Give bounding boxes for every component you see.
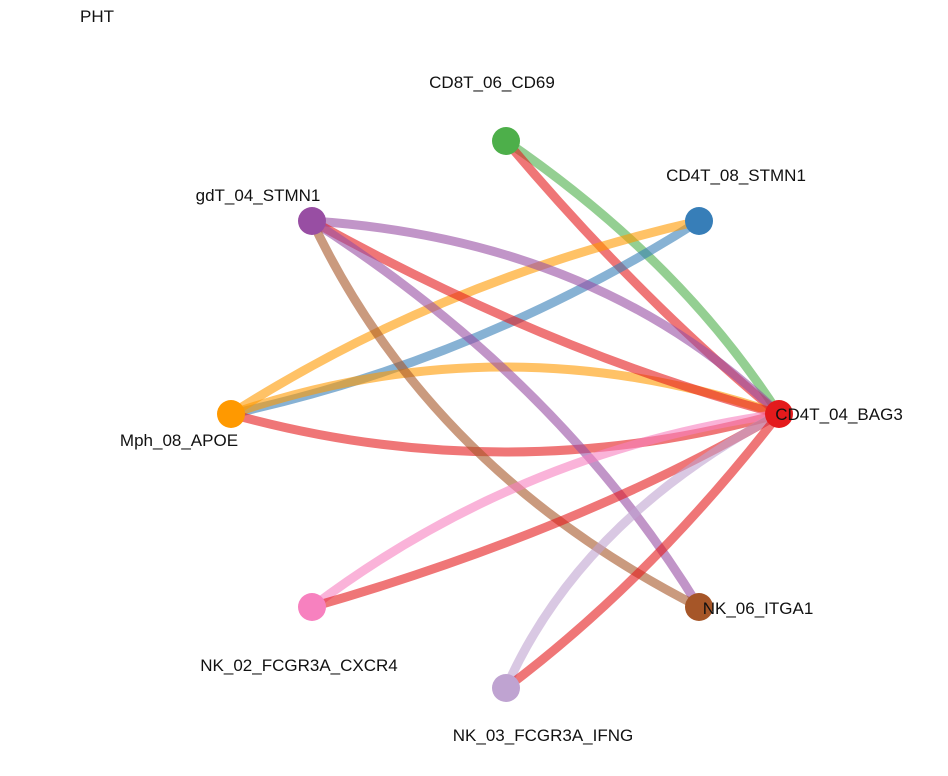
node-label-nk-02-fcgr3a-cxcr4: NK_02_FCGR3A_CXCR4: [200, 656, 397, 675]
node-label-cd4t-04-bag3: CD4T_04_BAG3: [775, 405, 903, 424]
node-cd4t-08-stmn1: [685, 207, 713, 235]
edge-gdt-04-stmn1-to-nk-06-itga1: [309, 217, 703, 610]
node-cd4t-04-bag3: [765, 400, 793, 428]
edge-nk-02-fcgr3a-cxcr4-to-cd4t-04-bag3: [309, 409, 780, 611]
edge-layer: [228, 137, 783, 692]
edge-cd4t-04-bag3-to-gdt-04-stmn1: [309, 217, 781, 419]
edge-gdt-04-stmn1-to-cd4t-04-bag3: [311, 216, 783, 418]
node-gdt-04-stmn1: [298, 207, 326, 235]
node-label-cd8t-06-cd69: CD8T_06_CD69: [429, 73, 555, 92]
node-cd8t-06-cd69: [492, 127, 520, 155]
node-nk-03-fcgr3a-ifng: [492, 674, 520, 702]
node-label-nk-03-fcgr3a-ifng: NK_03_FCGR3A_IFNG: [453, 726, 633, 745]
node-layer: [217, 127, 793, 702]
edge-cd4t-04-bag3-to-nk-03-fcgr3a-ifng: [503, 411, 783, 692]
edge-cd4t-04-bag3-to-mph-08-apoe: [229, 409, 781, 457]
edge-cd4t-08-stmn1-to-mph-08-apoe: [230, 217, 702, 419]
node-nk-02-fcgr3a-cxcr4: [298, 593, 326, 621]
edge-mph-08-apoe-to-cd4t-08-stmn1: [228, 216, 701, 418]
node-label-cd4t-08-stmn1: CD4T_08_STMN1: [666, 166, 806, 185]
node-mph-08-apoe: [217, 400, 245, 428]
edge-nk-03-fcgr3a-ifng-to-cd4t-04-bag3: [501, 410, 782, 690]
node-label-mph-08-apoe: Mph_08_APOE: [120, 431, 238, 450]
node-label-nk-06-itga1: NK_06_ITGA1: [703, 599, 814, 618]
node-nk-06-itga1: [685, 593, 713, 621]
edge-nk-06-itga1-to-gdt-04-stmn1: [307, 219, 702, 612]
plot-title: PHT: [80, 7, 114, 26]
label-layer: CD8T_06_CD69 CD4T_08_STMN1 gdT_04_STMN1 …: [120, 73, 903, 745]
edge-cd8t-06-cd69-to-cd4t-04-bag3: [503, 137, 783, 417]
node-label-gdt-04-stmn1: gdT_04_STMN1: [196, 186, 321, 205]
